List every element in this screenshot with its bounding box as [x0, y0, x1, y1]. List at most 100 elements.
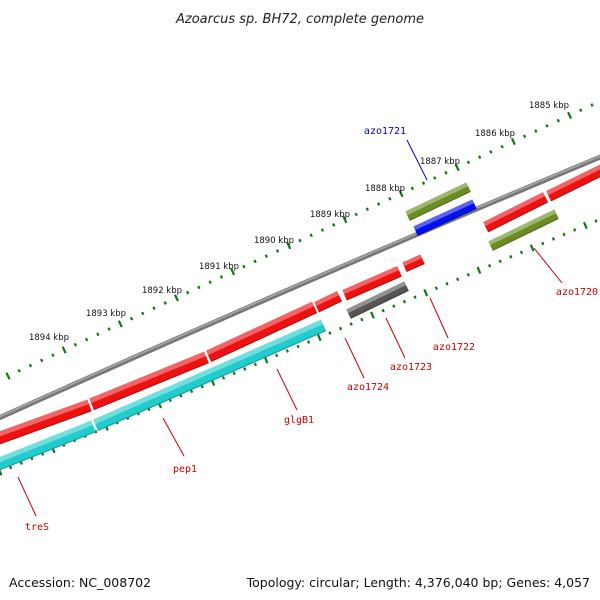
gene-label-azo1722[interactable]: azo1722 — [433, 342, 475, 353]
scale-tick — [197, 285, 201, 290]
scale-tick — [381, 308, 385, 313]
scale-label: 1894 kbp — [29, 333, 69, 343]
scale-label: 1892 kbp — [142, 286, 182, 296]
scale-tick — [186, 290, 190, 295]
gene-label-pep1[interactable]: pep1 — [173, 464, 197, 475]
scale-tick — [309, 233, 313, 238]
gene-block-cds — [487, 201, 549, 233]
gene-block-cds — [0, 404, 92, 444]
scale-tick — [573, 228, 577, 232]
scale-tick — [189, 389, 194, 394]
scale-tick — [413, 295, 417, 300]
gene-block-cds-reverse — [0, 425, 96, 470]
scale-tick — [594, 219, 598, 223]
gene-block-cds — [314, 291, 339, 306]
gene-block-cds — [550, 176, 600, 202]
scale-tick — [376, 202, 381, 206]
gene-label-azo1723[interactable]: azo1723 — [390, 362, 432, 373]
gene-block-cds-reverse — [95, 324, 326, 431]
scale-tick — [73, 342, 78, 347]
scale-tick — [129, 316, 134, 321]
scale-tick — [243, 367, 247, 371]
scale-tick — [551, 237, 556, 241]
gene-block-rna — [417, 208, 477, 236]
callout-line — [17, 476, 37, 517]
scale-tick — [466, 160, 471, 165]
scale-tick — [296, 344, 300, 349]
gene-block-pseudo — [346, 281, 406, 313]
scale-tick — [285, 349, 289, 353]
gene-block-cds — [548, 169, 600, 201]
scale-tick — [510, 137, 516, 146]
scale-tick — [286, 242, 292, 250]
scale-tick — [562, 232, 566, 237]
scale-tick — [107, 327, 111, 331]
gene-block-cds — [316, 295, 342, 312]
scale-track-inner — [0, 219, 598, 476]
scale-tick — [51, 353, 55, 357]
gene-label-azo1724[interactable]: azo1724 — [347, 382, 389, 393]
scale-label: 1893 kbp — [86, 309, 126, 319]
gene-block-cds — [342, 265, 399, 294]
gene-label-glgb1[interactable]: glgB1 — [284, 415, 314, 426]
scale-tick — [316, 333, 322, 342]
gene-features — [0, 164, 600, 471]
scale-tick — [117, 320, 123, 328]
gene-label-tres[interactable]: treS — [25, 522, 49, 533]
scale-tick — [456, 277, 460, 282]
scale-tick — [61, 346, 67, 354]
scale-tick — [498, 259, 502, 264]
gene-block-cds-reverse — [0, 431, 96, 471]
gene-block-cds — [93, 362, 209, 411]
accession-text: Accession: NC_008702 — [9, 575, 151, 590]
gene-block-cds — [344, 270, 402, 301]
gene-block-cds — [546, 164, 600, 195]
gene-label-azo1721[interactable]: azo1721 — [364, 126, 406, 137]
scale-tick — [0, 469, 3, 476]
scale-label: 1885 kbp — [529, 101, 569, 111]
scale-label: 1888 kbp — [365, 184, 405, 194]
gene-block-cds-reverse — [93, 319, 323, 424]
gene-block-olive — [405, 182, 468, 215]
gene-label-azo1720[interactable]: azo1720 — [556, 287, 598, 298]
scale-tick — [582, 221, 588, 230]
scale-tick — [230, 268, 236, 276]
scale-tick — [307, 340, 311, 344]
gene-block-olive — [490, 213, 559, 251]
scale-tick — [509, 255, 513, 259]
gene-block-cds — [346, 275, 402, 301]
scale-tick — [534, 129, 538, 133]
scale-tick — [360, 317, 364, 322]
scale-tick — [579, 108, 583, 113]
scale-tick — [402, 299, 407, 304]
gene-block-cds-reverse — [97, 330, 327, 432]
gene-block-cds-reverse — [0, 420, 93, 463]
callout-line — [276, 368, 298, 411]
scale-label: 1886 kbp — [475, 129, 515, 139]
gene-block-cds — [205, 301, 314, 355]
scale-tick — [545, 124, 549, 128]
scale-tick — [410, 186, 414, 191]
scale-label: 1889 kbp — [310, 210, 350, 220]
scale-tick — [444, 170, 448, 175]
scale-tick — [433, 176, 437, 180]
scale-tick — [275, 353, 279, 358]
scale-tick — [500, 144, 504, 149]
scale-tick — [219, 275, 224, 279]
map-title: Azoarcus sp. BH72, complete genome — [175, 12, 424, 27]
scale-tick — [208, 280, 212, 285]
scale-tick — [349, 322, 353, 326]
scale-tick — [96, 332, 100, 337]
scale-tick — [476, 266, 482, 274]
scale-tick — [354, 212, 358, 217]
scale-tick — [5, 372, 11, 380]
scale-tick — [40, 358, 44, 363]
scale-tick — [152, 306, 156, 311]
gene-block-olive — [407, 186, 471, 221]
gene-block-cds — [91, 356, 209, 410]
scale-tick — [529, 244, 535, 252]
scale-tick — [242, 264, 246, 269]
topology-text: Topology: circular; Length: 4,376,040 bp… — [246, 575, 590, 590]
